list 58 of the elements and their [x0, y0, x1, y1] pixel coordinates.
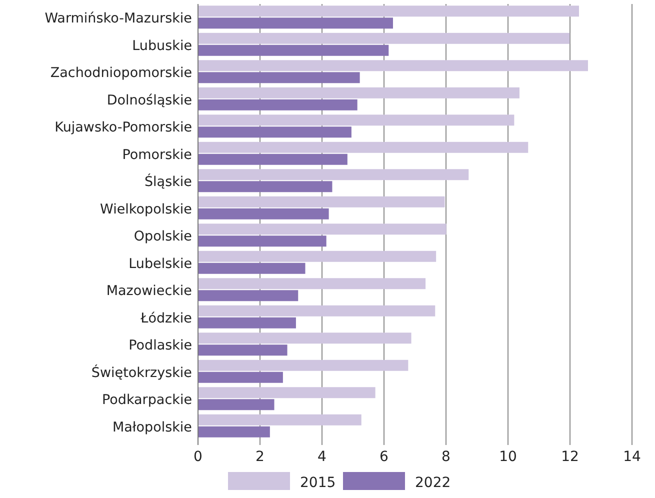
bar — [198, 426, 270, 438]
y-tick-label: Śląskie — [144, 173, 192, 190]
bar — [198, 32, 570, 44]
y-tick-label: Opolskie — [134, 228, 192, 245]
y-tick-label: Warmińsko-Mazurskie — [44, 10, 192, 27]
y-tick-label: Podkarpackie — [102, 392, 192, 408]
bar — [198, 196, 445, 208]
bar — [198, 224, 446, 235]
bar — [198, 305, 436, 316]
bar — [198, 208, 329, 220]
x-tick-label: 2 — [256, 449, 264, 465]
x-tick-label: 10 — [499, 449, 517, 465]
bar — [198, 126, 352, 138]
bar — [198, 44, 389, 56]
bar — [198, 332, 412, 344]
y-tick-label: Wielkopolskie — [100, 201, 192, 218]
bar — [198, 414, 362, 426]
y-tick-label: Pomorskie — [122, 146, 192, 163]
x-tick-label: 12 — [561, 449, 579, 465]
y-tick-label: Lubelskie — [128, 256, 192, 272]
x-tick-label: 0 — [194, 449, 202, 465]
bar — [198, 399, 274, 410]
bar — [198, 99, 358, 110]
bar — [198, 317, 296, 328]
legend-label: 2022 — [415, 475, 451, 491]
x-tick-label: 8 — [442, 449, 450, 465]
bar — [198, 142, 528, 153]
bar — [198, 60, 588, 72]
bar — [198, 278, 426, 290]
bar — [198, 344, 288, 356]
y-tick-label: Małopolskie — [112, 419, 192, 436]
bar — [198, 6, 579, 17]
legend-label: 2015 — [300, 475, 336, 491]
bar — [198, 360, 408, 371]
bar — [198, 290, 298, 302]
bar — [198, 262, 306, 274]
bar — [198, 18, 393, 29]
bar — [198, 181, 332, 192]
bar — [198, 169, 469, 180]
y-tick-label: Dolnośląskie — [106, 92, 192, 108]
y-tick-label: Świętokrzyskie — [91, 364, 192, 381]
bar — [198, 236, 326, 247]
y-tick-label: Łódzkie — [140, 310, 192, 326]
bar — [198, 87, 520, 98]
y-tick-label: Lubuskie — [132, 38, 192, 54]
y-tick-label: Zachodniopomorskie — [50, 65, 192, 82]
x-tick-label: 6 — [380, 449, 389, 465]
x-tick-label: 4 — [318, 449, 327, 465]
y-tick-label: Kujawsko-Pomorskie — [54, 120, 192, 136]
bar — [198, 387, 376, 398]
y-tick-label: Podlaskie — [128, 338, 192, 354]
bar — [198, 114, 514, 126]
x-tick-label: 14 — [623, 449, 641, 465]
bar — [198, 72, 360, 84]
bar — [198, 250, 436, 262]
bar — [198, 372, 283, 383]
y-tick-label: Mazowieckie — [106, 283, 192, 300]
bar — [198, 154, 348, 165]
